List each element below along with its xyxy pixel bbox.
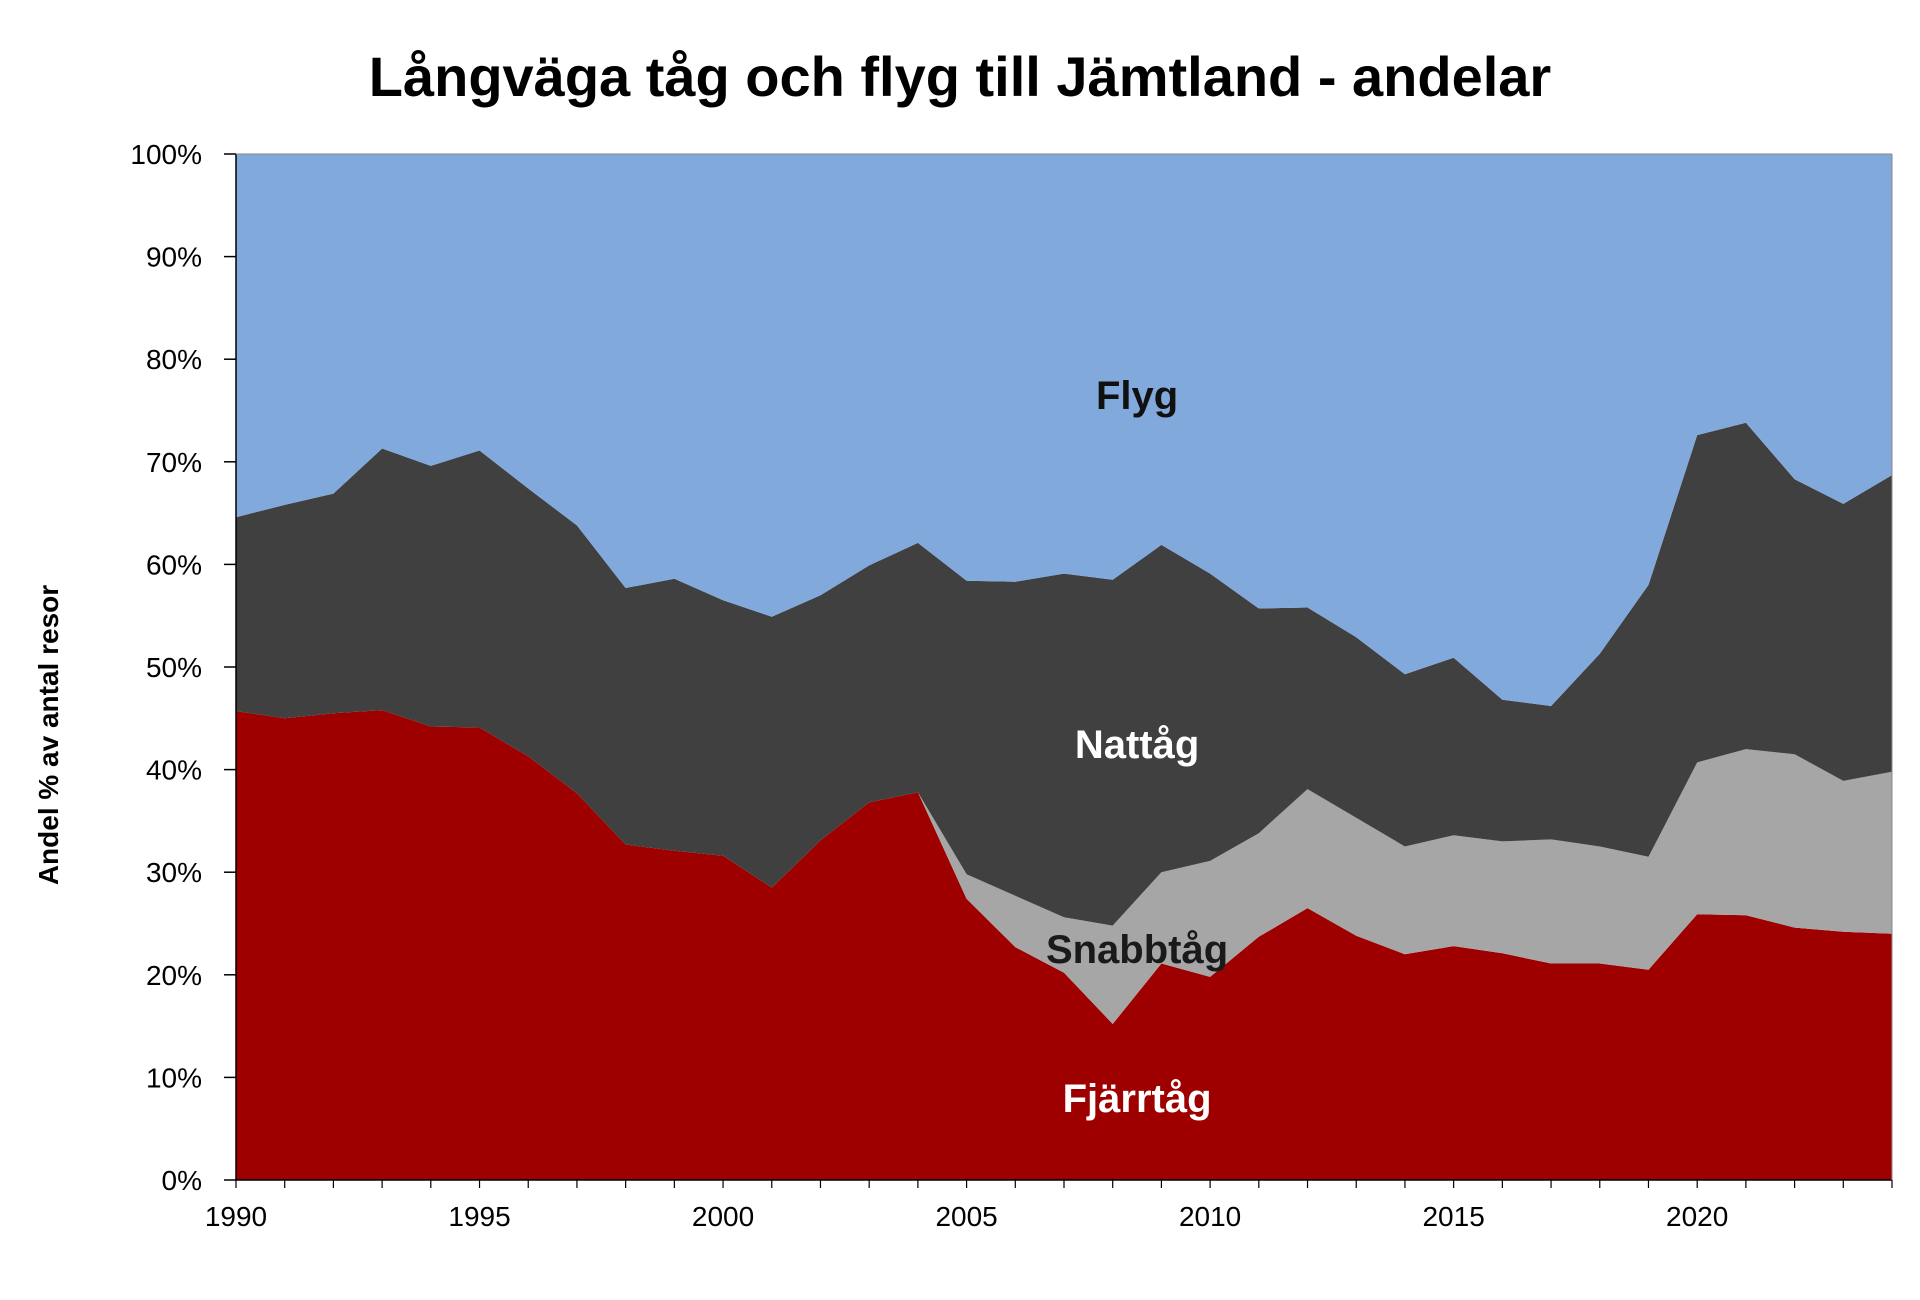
y-tick-label: 0% [162, 1165, 202, 1196]
tick-label-layer: 0% 10% 20% 30% 40% 50% 60% 70% 80% 90% 100% 1990 199… [130, 139, 1893, 1232]
y-tick-label: 80% [146, 344, 202, 375]
y-tick-label: 30% [146, 857, 202, 888]
y-tick-label: 100% [130, 139, 202, 170]
series-label-fjarrtag: Fjärrtåg [1063, 1077, 1212, 1121]
area-layer [236, 154, 1892, 1180]
y-axis-title: Andel % av antal resor [33, 585, 64, 885]
y-tick-label: 70% [146, 447, 202, 478]
y-tick-label: 90% [146, 242, 202, 273]
area-nattag [236, 422, 1892, 926]
x-tick-label: 2005 [935, 1201, 997, 1232]
series-label-flyg: Flyg [1096, 374, 1178, 418]
series-label-snabbtag: Snabbtåg [1046, 928, 1228, 972]
x-tick-label: 1995 [448, 1201, 510, 1232]
y-tick-label: 40% [146, 755, 202, 786]
x-tick-label: 2000 [692, 1201, 754, 1232]
x-tick-label: 1990 [205, 1201, 267, 1232]
y-tick-label: 10% [146, 1062, 202, 1093]
series-label-nattag: Nattåg [1075, 723, 1199, 767]
y-tick-label: 20% [146, 960, 202, 991]
area-snabbtag [236, 710, 1892, 1024]
area-fjarrtag [236, 710, 1892, 1180]
x-tick-label: 2015 [1422, 1201, 1484, 1232]
chart-title: Långväga tåg och flyg till Jämtland - an… [368, 45, 1552, 108]
area-flyg [236, 154, 1892, 706]
series-label-layer: Fjärrtåg Snabbtåg Nattåg Flyg [1046, 374, 1228, 1121]
y-tick-label: 60% [146, 549, 202, 580]
x-tick-label: 2020 [1666, 1201, 1728, 1232]
x-tick-label: 2010 [1179, 1201, 1241, 1232]
y-tick-label: 50% [146, 652, 202, 683]
